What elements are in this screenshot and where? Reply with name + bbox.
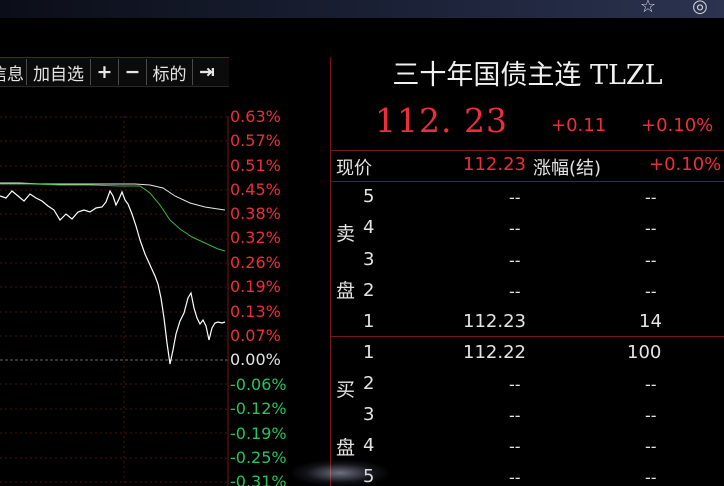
pct-label: -0.25%: [230, 448, 287, 467]
divider: [331, 181, 724, 182]
price-change-percent: +0.10%: [641, 115, 714, 136]
sell-side-label: 卖: [336, 223, 356, 245]
level-volume: --: [645, 251, 657, 270]
pct-label: 0.32%: [230, 228, 281, 247]
level-number: 4: [363, 217, 375, 238]
info-button[interactable]: 信息: [0, 59, 27, 85]
level-volume: 100: [627, 342, 662, 363]
pct-label: 0.63%: [230, 107, 281, 126]
level-price: --: [509, 437, 521, 456]
level-price: --: [509, 251, 521, 270]
amplitude-label: 涨幅(结): [533, 158, 602, 179]
level-number: 3: [363, 404, 375, 425]
underlying-button[interactable]: 标的: [147, 59, 193, 85]
pct-label: 0.51%: [230, 156, 281, 175]
pct-label: 0.38%: [230, 204, 281, 223]
pct-label: 0.45%: [230, 180, 281, 199]
sell-side-label: 盘: [336, 280, 356, 302]
info-label: 信息: [0, 64, 24, 85]
pct-label: 0.57%: [230, 131, 281, 150]
pct-label: 0.26%: [230, 253, 281, 272]
level-number: 1: [363, 342, 375, 363]
level-price: --: [509, 406, 521, 425]
level-price: 112.22: [463, 342, 526, 363]
now-price-value: 112.23: [463, 154, 526, 175]
buy-side-label: 盘: [336, 437, 356, 459]
level-volume: --: [645, 219, 657, 238]
pct-label: 0.07%: [230, 326, 281, 345]
pct-label: -0.19%: [230, 424, 287, 443]
divider: [331, 336, 724, 337]
add-watchlist-button[interactable]: 加自选: [27, 59, 91, 85]
last-price: 112. 23: [375, 101, 508, 140]
chart-toolbar: 信息 加自选 + − 标的 ⇥: [0, 57, 229, 87]
pct-label: -0.12%: [230, 399, 287, 418]
chart-grid: [0, 116, 229, 486]
header-band: [0, 18, 724, 56]
pct-label: -0.06%: [230, 375, 287, 394]
divider: [331, 150, 724, 151]
panel-divider: [330, 57, 331, 486]
instrument-title: 三十年国债主连 TLZL: [392, 60, 663, 91]
level-number: 2: [363, 280, 375, 301]
arrow-to-right-icon: ⇥: [199, 61, 215, 83]
level-price: --: [509, 468, 521, 486]
level-price: 112.23: [463, 311, 526, 332]
level-volume: --: [645, 282, 657, 301]
level-price: --: [509, 188, 521, 207]
underlying-label: 标的: [152, 64, 187, 85]
screen-glare: [292, 460, 388, 486]
pct-label: 0.19%: [230, 277, 281, 296]
pct-label: 0.13%: [230, 302, 281, 321]
level-volume: --: [645, 468, 657, 486]
pct-label: 0.00%: [230, 350, 281, 369]
collapse-panel-button[interactable]: ⇥: [193, 59, 221, 85]
amplitude-value: +0.10%: [649, 154, 722, 175]
plus-icon: +: [96, 61, 113, 83]
level-number: 2: [363, 373, 375, 394]
minus-icon: −: [124, 61, 141, 83]
level-price: --: [509, 282, 521, 301]
quote-panel: 三十年国债主连 TLZL 112. 23 +0.11 +0.10% 现价 112…: [331, 57, 724, 486]
level-volume: --: [645, 375, 657, 394]
level-volume: --: [645, 188, 657, 207]
star-icon[interactable]: ☆: [639, 0, 657, 17]
level-volume: 14: [639, 311, 662, 332]
now-price-label: 现价: [336, 158, 372, 179]
buy-side-label: 买: [336, 379, 356, 401]
price-line: [0, 189, 226, 365]
level-volume: --: [645, 437, 657, 456]
level-price: --: [509, 219, 521, 238]
intraday-chart[interactable]: [0, 88, 229, 486]
add-watchlist-label: 加自选: [33, 64, 84, 85]
zoom-out-button[interactable]: −: [119, 59, 147, 85]
average-price-line: [0, 182, 226, 211]
level-volume: --: [645, 406, 657, 425]
window-titlebar: ☆ ◎: [0, 0, 724, 18]
level-number: 4: [363, 435, 375, 456]
level-number: 5: [363, 186, 375, 207]
zoom-in-button[interactable]: +: [91, 59, 119, 85]
price-change: +0.11: [551, 115, 607, 136]
settlement-line: [0, 183, 226, 252]
settings-icon[interactable]: ◎: [692, 0, 708, 17]
level-number: 3: [363, 249, 375, 270]
level-number: 1: [363, 311, 375, 332]
pct-label: -0.31%: [230, 472, 287, 486]
level-price: --: [509, 375, 521, 394]
